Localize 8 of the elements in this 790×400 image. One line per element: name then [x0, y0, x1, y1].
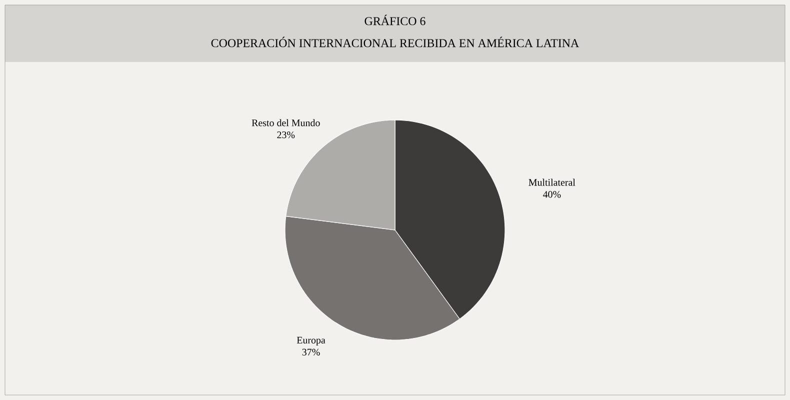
data-label: 23% [277, 131, 295, 138]
slice-label: Multilateral [528, 178, 576, 186]
slice-label: Resto del Mundo [252, 119, 320, 126]
chart-subtitle: COOPERACIÓN INTERNACIONAL RECIBIDA EN AMÉRICA LATINA [211, 36, 580, 48]
data-label: 37% [302, 348, 320, 356]
data-label: 40% [542, 191, 561, 198]
chart-title: GRÁFICO 6 [364, 14, 426, 26]
slice-label: Europa [296, 336, 326, 346]
